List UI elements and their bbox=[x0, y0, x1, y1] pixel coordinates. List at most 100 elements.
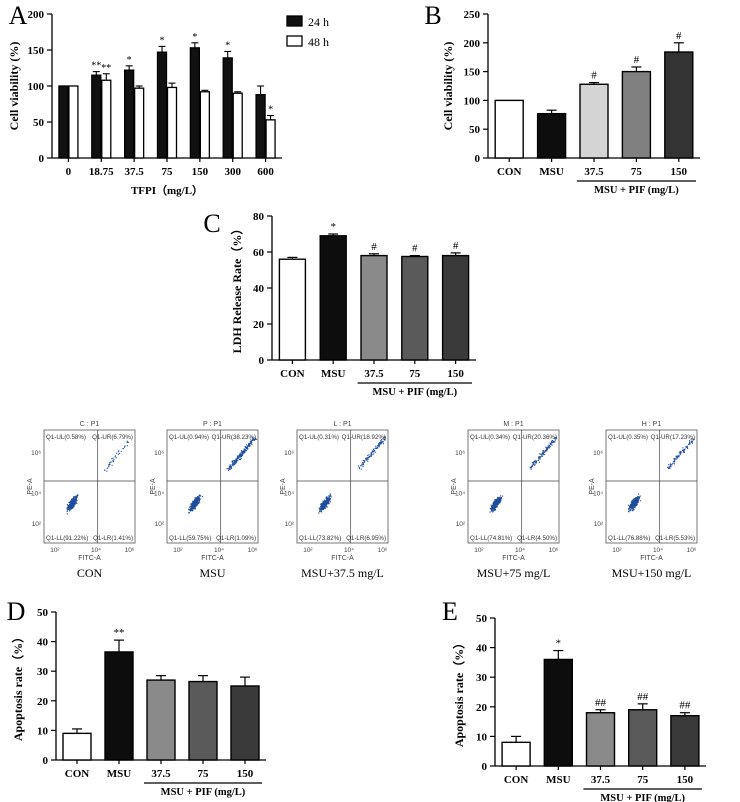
cell-dot bbox=[126, 441, 128, 443]
cell-dot bbox=[71, 504, 73, 506]
cell-dot bbox=[691, 441, 693, 444]
cell-dot bbox=[66, 509, 68, 511]
cell-dot bbox=[500, 495, 502, 497]
cell-dot bbox=[327, 502, 329, 504]
y-tick-label: 0 bbox=[259, 355, 265, 367]
y-axis-label: Cell viability (%) bbox=[7, 42, 21, 131]
cell-dot bbox=[250, 441, 252, 444]
cell-dot bbox=[320, 508, 322, 510]
cell-dot bbox=[254, 439, 256, 441]
cell-dot bbox=[71, 501, 73, 503]
cell-dot bbox=[495, 500, 498, 502]
cell-dot bbox=[491, 504, 493, 507]
cell-dot bbox=[639, 500, 641, 502]
bar bbox=[585, 712, 616, 767]
cell-dot bbox=[251, 440, 253, 442]
cell-dot bbox=[673, 463, 676, 465]
cell-dot bbox=[496, 504, 498, 507]
cell-dot bbox=[679, 450, 681, 453]
y-tick-label: 10⁶ bbox=[593, 450, 603, 457]
cell-dot bbox=[324, 502, 327, 504]
cell-dot bbox=[384, 439, 386, 441]
cell-dot bbox=[676, 458, 678, 460]
cell-dot bbox=[196, 496, 198, 499]
cell-dot bbox=[228, 467, 231, 469]
cell-dot bbox=[75, 499, 77, 501]
cell-dot bbox=[247, 443, 250, 445]
cell-dot bbox=[496, 499, 498, 501]
cell-dot bbox=[531, 466, 533, 468]
cell-dot bbox=[235, 462, 237, 464]
significance-mark: ## bbox=[595, 697, 607, 709]
cell-dot bbox=[249, 445, 251, 447]
panel-D: D 0 10 20 30 40 50 CON ** MSU 37.5 75 150 MSU + PIF (… bbox=[7, 597, 266, 798]
cell-dot bbox=[239, 458, 241, 461]
cell-dot bbox=[493, 505, 495, 507]
cell-dot bbox=[254, 438, 256, 440]
x-tick-label: 10² bbox=[303, 547, 313, 554]
cell-dot bbox=[253, 438, 255, 440]
cell-dot bbox=[367, 458, 369, 460]
cell-dot bbox=[321, 508, 323, 510]
plot-frame bbox=[166, 429, 259, 544]
cell-dot bbox=[325, 498, 327, 500]
x-tick-label: 75 bbox=[198, 768, 210, 780]
cell-dot bbox=[320, 509, 322, 511]
significance-mark: # bbox=[371, 241, 377, 253]
cell-dot bbox=[237, 455, 239, 457]
cell-dot bbox=[231, 463, 233, 466]
cell-dot bbox=[636, 496, 638, 499]
cell-dot bbox=[633, 500, 635, 502]
cell-dot bbox=[198, 494, 200, 496]
cell-dot bbox=[632, 508, 634, 510]
x-tick-label: 75 bbox=[409, 368, 421, 380]
x-tick-label: 0 bbox=[66, 166, 72, 178]
cell-dot bbox=[500, 498, 502, 500]
cell-dot bbox=[324, 501, 326, 503]
x-tick-label: 150 bbox=[677, 774, 694, 786]
cell-dot bbox=[70, 501, 73, 503]
cell-dot bbox=[635, 502, 637, 505]
cell-dot bbox=[494, 506, 496, 509]
cell-dot bbox=[73, 500, 76, 502]
cell-dot bbox=[638, 496, 640, 498]
cell-dot bbox=[673, 458, 675, 460]
cell-dot bbox=[366, 458, 368, 460]
cell-dot bbox=[669, 465, 671, 467]
cell-dot bbox=[629, 507, 631, 509]
cell-dot bbox=[229, 465, 231, 468]
cell-dot bbox=[196, 500, 199, 502]
cell-dot bbox=[76, 495, 78, 497]
cell-dot bbox=[232, 462, 234, 464]
cell-dot bbox=[191, 503, 193, 505]
scatter-cloud bbox=[188, 437, 258, 514]
y-tick-label: 0 bbox=[43, 755, 49, 767]
cell-dot bbox=[494, 507, 496, 509]
cell-dot bbox=[236, 460, 238, 462]
cell-dot bbox=[249, 441, 251, 443]
cell-dot bbox=[635, 497, 637, 499]
cell-dot bbox=[242, 453, 244, 455]
cell-dot bbox=[530, 466, 532, 468]
cell-dot bbox=[246, 446, 248, 448]
cell-dot bbox=[250, 439, 252, 441]
x-axis-label: FITC-A bbox=[78, 555, 101, 562]
cell-dot bbox=[193, 505, 195, 507]
cell-dot bbox=[190, 505, 192, 507]
cell-dot bbox=[197, 501, 199, 503]
y-tick-label: 10² bbox=[155, 521, 165, 528]
y-tick-label: 40 bbox=[37, 637, 49, 649]
significance-mark: ** bbox=[114, 627, 125, 639]
cell-dot bbox=[328, 498, 330, 500]
cell-dot bbox=[237, 458, 239, 460]
cell-dot bbox=[498, 502, 500, 504]
group-label: MSU + PIF (mg/L) bbox=[600, 793, 685, 802]
cell-dot bbox=[73, 503, 75, 505]
cell-dot bbox=[68, 505, 70, 508]
cell-dot bbox=[633, 498, 635, 500]
cell-dot bbox=[323, 504, 325, 506]
cell-dot bbox=[193, 508, 195, 510]
cell-dot bbox=[532, 464, 534, 466]
panel-C: C 0 20 40 60 80 CON * MSU #37.5 #75 #150 MSU + PIF (… bbox=[203, 209, 476, 398]
cell-dot bbox=[122, 448, 124, 450]
